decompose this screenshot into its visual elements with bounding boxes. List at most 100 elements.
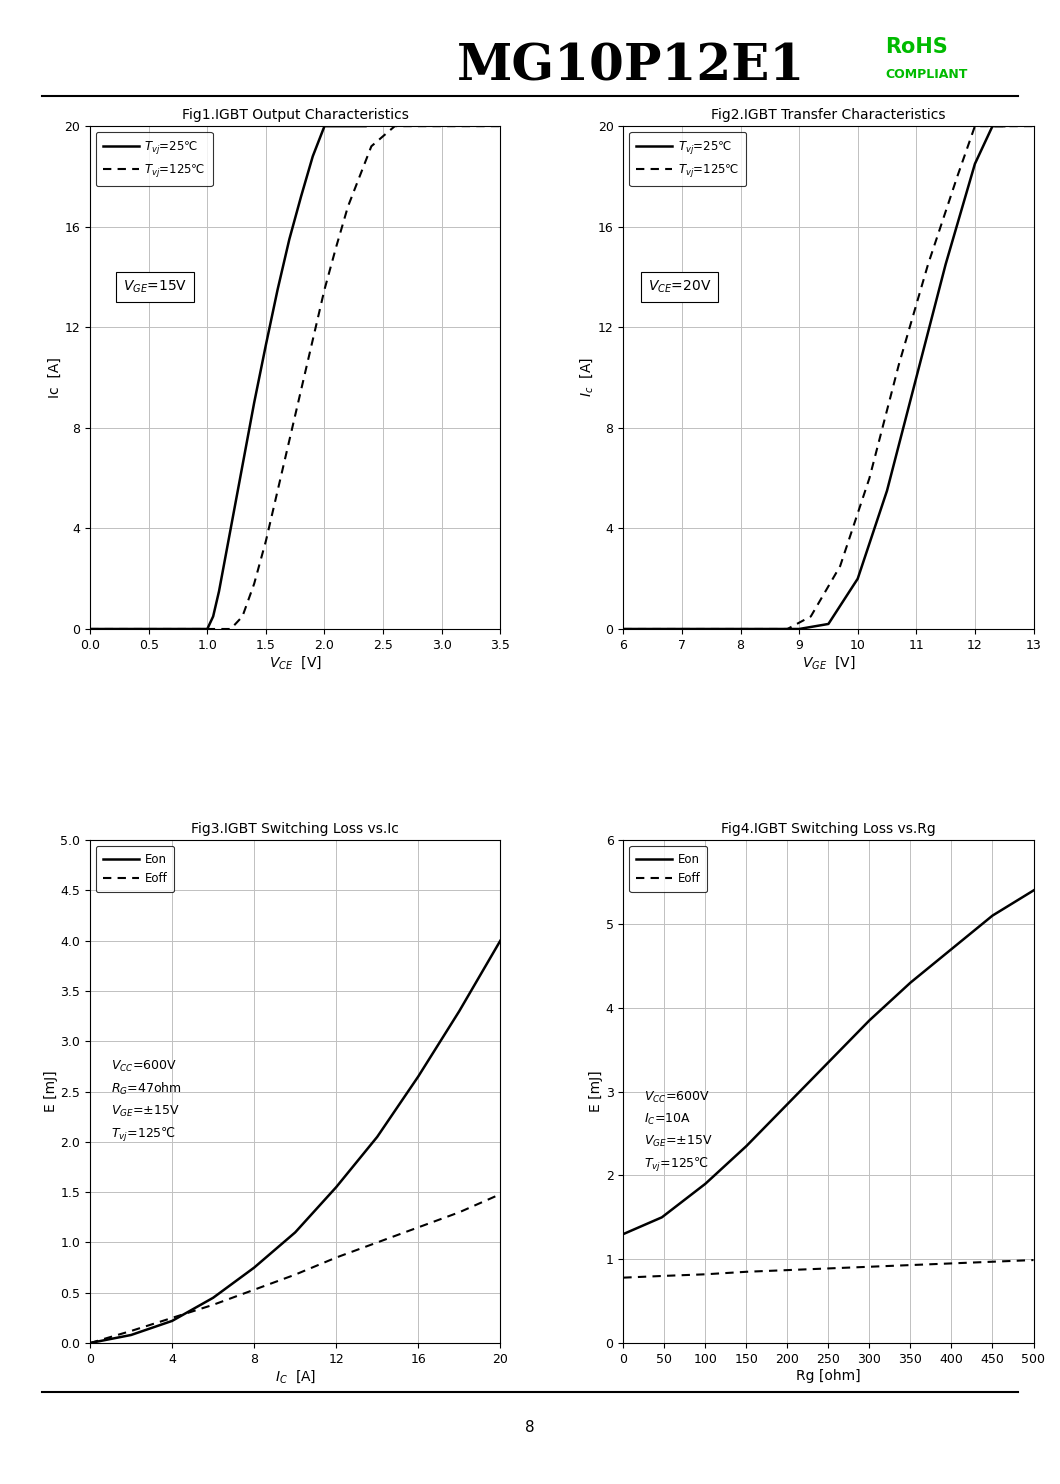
X-axis label: $V_{GE}$  [V]: $V_{GE}$ [V] [801,654,855,671]
$T_{vj}$=125℃ [306,331,319,349]
Eon [125,1327,138,1345]
Line: $T_{vj}$=25℃: $T_{vj}$=25℃ [623,126,1004,629]
$T_{vj}$=25℃ [248,393,261,411]
$T_{vj}$=25℃ [986,117,999,135]
$T_{vj}$=25℃ [177,620,190,638]
Eon [617,1226,630,1244]
Legend: Eon, Eoff: Eon, Eoff [96,846,174,892]
Text: $V_{CC}$=600V
$R_G$=47ohm
$V_{GE}$=±15V
$T_{vj}$=125℃: $V_{CC}$=600V $R_G$=47ohm $V_{GE}$=±15V … [110,1060,181,1144]
$T_{vj}$=25℃ [84,620,96,638]
Title: Fig1.IGBT Output Characteristics: Fig1.IGBT Output Characteristics [181,108,408,122]
Line: Eon: Eon [623,890,1034,1235]
$T_{vj}$=125℃ [84,620,96,638]
Eoff [946,1254,958,1272]
$T_{vj}$=125℃ [1027,117,1040,135]
Eon [288,1223,301,1241]
Eon [1027,881,1040,899]
Eon [371,1128,384,1146]
Eon [863,1012,876,1030]
Text: MG10P12E1: MG10P12E1 [457,42,805,92]
Legend: $T_{vj}$=25℃, $T_{vj}$=125℃: $T_{vj}$=25℃, $T_{vj}$=125℃ [96,132,213,186]
X-axis label: $V_{CE}$  [V]: $V_{CE}$ [V] [269,654,321,671]
Eoff [617,1269,630,1287]
$T_{vj}$=125℃ [735,620,747,638]
$T_{vj}$=125℃ [271,482,284,500]
$T_{vj}$=25℃ [353,117,366,135]
$T_{vj}$=125℃ [236,607,249,625]
$T_{vj}$=25℃ [851,570,864,588]
Line: Eoff: Eoff [623,1260,1034,1278]
$T_{vj}$=25℃ [617,620,630,638]
Eoff [494,1186,507,1204]
X-axis label: Rg [ohm]: Rg [ohm] [796,1368,861,1383]
$T_{vj}$=125℃ [213,620,226,638]
$T_{vj}$=125℃ [863,469,876,487]
Legend: $T_{vj}$=25℃, $T_{vj}$=125℃: $T_{vj}$=25℃, $T_{vj}$=125℃ [630,132,746,186]
$T_{vj}$=125℃ [318,280,331,298]
Eon [655,1208,668,1226]
$T_{vj}$=25℃ [341,117,354,135]
Eoff [453,1204,465,1221]
Eon [330,1178,342,1196]
Eon [84,1334,96,1352]
Eoff [288,1266,301,1284]
$T_{vj}$=25℃ [735,620,747,638]
Eoff [863,1258,876,1276]
$T_{vj}$=25℃ [283,230,296,248]
Eoff [412,1218,425,1236]
Eoff [371,1233,384,1251]
$T_{vj}$=125℃ [225,620,237,638]
Y-axis label: $I_c$  [A]: $I_c$ [A] [578,358,595,398]
$T_{vj}$=25℃ [969,154,982,172]
Eoff [248,1281,261,1298]
$T_{vj}$=125℃ [341,197,354,215]
$T_{vj}$=125℃ [365,138,377,156]
$T_{vj}$=125℃ [260,533,272,551]
$T_{vj}$=125℃ [283,432,296,450]
$T_{vj}$=25℃ [793,620,806,638]
$T_{vj}$=125℃ [893,356,905,374]
Line: Eon: Eon [90,941,500,1343]
Eoff [1027,1251,1040,1269]
Eoff [207,1296,219,1313]
Eon [740,1137,753,1155]
Text: RoHS: RoHS [885,37,948,58]
Y-axis label: Ic  [A]: Ic [A] [48,358,61,398]
Text: $V_{CC}$=600V
$I_C$=10A
$V_{GE}$=±15V
$T_{vj}$=125℃: $V_{CC}$=600V $I_C$=10A $V_{GE}$=±15V $T… [643,1091,712,1174]
Eon [699,1175,711,1193]
Line: $T_{vj}$=125℃: $T_{vj}$=125℃ [90,126,500,629]
Eon [207,1290,219,1307]
Eoff [904,1255,917,1273]
Title: Fig3.IGBT Switching Loss vs.Ic: Fig3.IGBT Switching Loss vs.Ic [191,822,400,835]
Eon [248,1258,261,1276]
$T_{vj}$=25℃ [318,117,331,135]
X-axis label: $I_C$  [A]: $I_C$ [A] [275,1368,316,1386]
Text: COMPLIANT: COMPLIANT [885,68,968,80]
$T_{vj}$=125℃ [951,168,964,186]
$T_{vj}$=125℃ [295,381,307,399]
Text: 8: 8 [525,1420,535,1435]
$T_{vj}$=25℃ [997,117,1010,135]
Eon [165,1312,178,1330]
$T_{vj}$=25℃ [359,117,372,135]
Line: $T_{vj}$=25℃: $T_{vj}$=25℃ [90,126,366,629]
$T_{vj}$=25℃ [675,620,688,638]
$T_{vj}$=125℃ [459,117,472,135]
Eon [904,974,917,991]
Eoff [125,1322,138,1340]
Eoff [740,1263,753,1281]
Eon [494,932,507,950]
$T_{vj}$=125℃ [997,117,1010,135]
Legend: Eon, Eoff: Eon, Eoff [630,846,707,892]
$T_{vj}$=125℃ [388,117,401,135]
$T_{vj}$=25℃ [271,280,284,298]
$T_{vj}$=25℃ [306,147,319,165]
$T_{vj}$=25℃ [225,519,237,537]
Eon [946,941,958,959]
$T_{vj}$=25℃ [939,255,952,273]
$T_{vj}$=125℃ [834,556,847,574]
Title: Fig2.IGBT Transfer Characteristics: Fig2.IGBT Transfer Characteristics [711,108,946,122]
Title: Fig4.IGBT Switching Loss vs.Rg: Fig4.IGBT Switching Loss vs.Rg [721,822,936,835]
$T_{vj}$=125℃ [436,117,448,135]
$T_{vj}$=125℃ [781,620,794,638]
